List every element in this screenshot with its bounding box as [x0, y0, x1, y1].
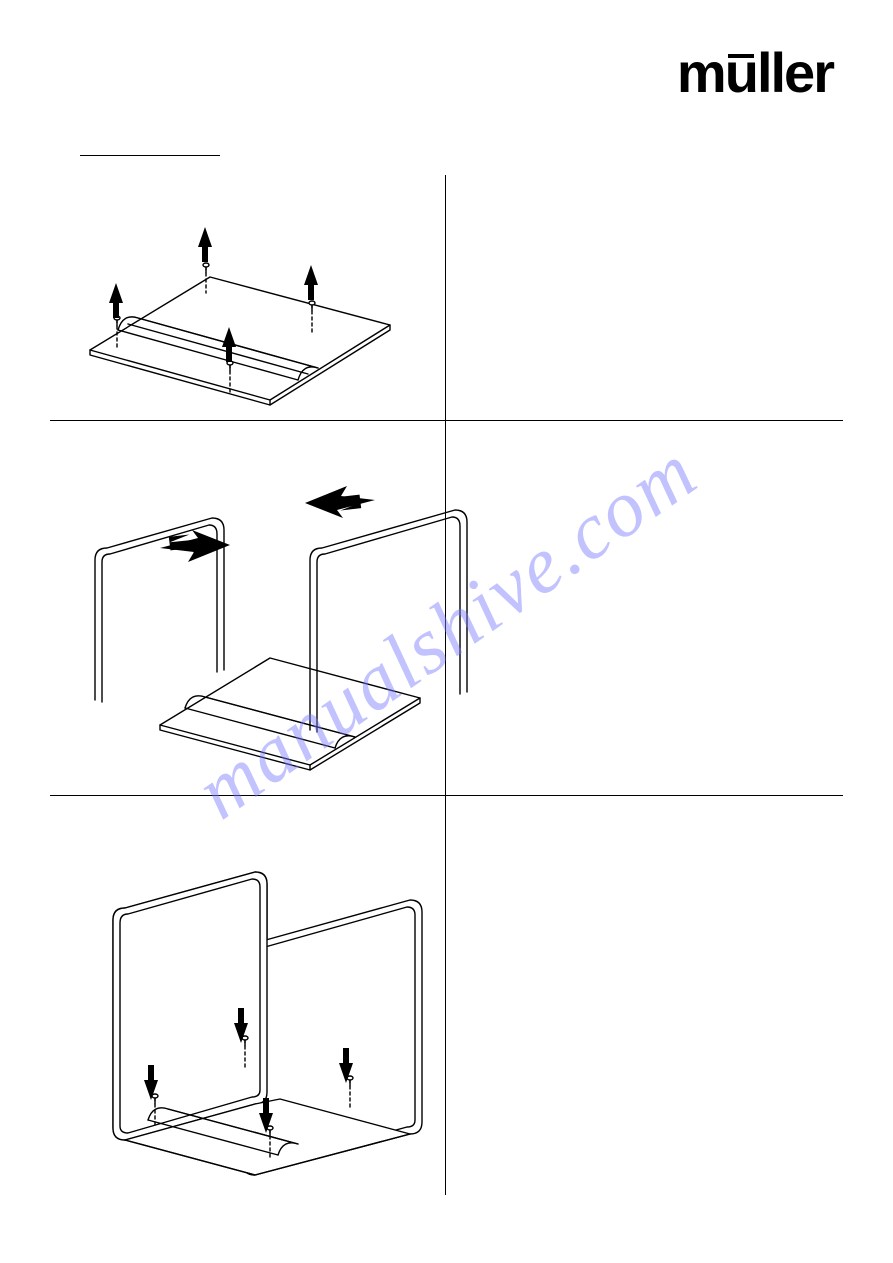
diagram-step-3	[70, 810, 470, 1190]
brand-u: u	[725, 40, 757, 105]
diagram-step-2	[60, 430, 490, 785]
brand-logo: muller	[677, 40, 833, 105]
grid-horizontal-divider-2	[50, 795, 843, 796]
brand-pre: m	[677, 41, 725, 104]
page: muller	[0, 0, 893, 1263]
diagram-step-1	[60, 175, 420, 410]
brand-post: ller	[757, 41, 833, 104]
diagram-grid	[50, 175, 843, 1195]
title-underline	[80, 155, 220, 156]
grid-horizontal-divider-1	[50, 420, 843, 421]
